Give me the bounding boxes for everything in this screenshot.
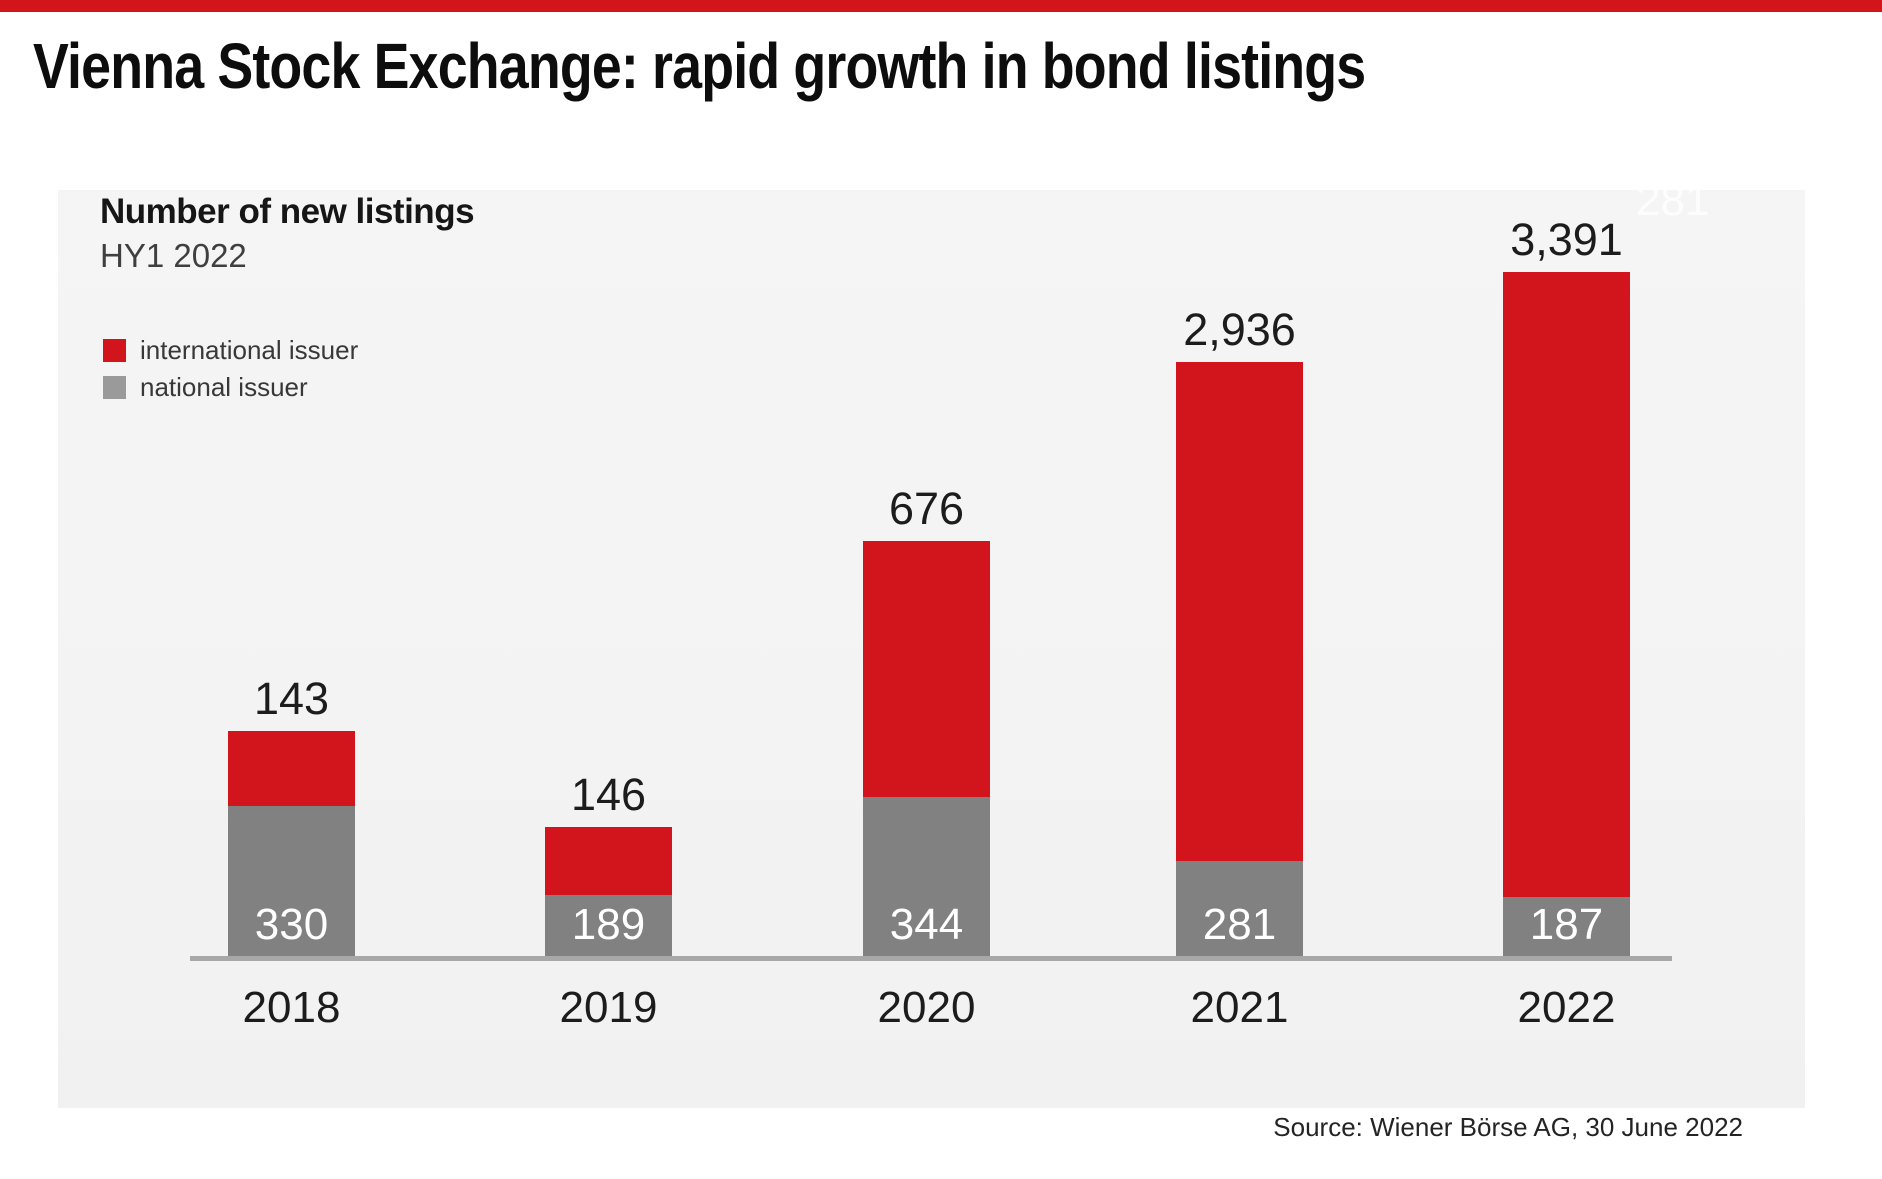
bar-segment-international: [1503, 272, 1630, 897]
bar-segment-national: [1176, 861, 1303, 956]
chart-subheading: HY1 2022: [100, 237, 247, 274]
legend-label: international issuer: [140, 335, 359, 365]
chart-legend: international issuer national issuer: [103, 332, 358, 406]
bar-segment-international: [1176, 362, 1303, 861]
bar-segment-international: [545, 827, 672, 895]
source-caption: Source: Wiener Börse AG, 30 June 2022: [1273, 1112, 1743, 1142]
chart-heading: Number of new listings: [100, 192, 475, 231]
bar-segment-international: [863, 541, 990, 797]
bar-value-label-national: 344: [889, 900, 964, 949]
brand-top-rule: [0, 0, 1882, 12]
bar-value-label-national: 187: [1529, 900, 1604, 949]
bar-value-label-international: 143: [253, 673, 330, 724]
bar-segment-national: [228, 806, 355, 956]
bar-segment-national: [863, 797, 990, 956]
x-axis-category-label: 2019: [559, 983, 658, 1032]
bar-value-label-international: 676: [888, 483, 965, 534]
legend-swatch-gray: [103, 376, 126, 399]
bar-value-label-international: 3,391: [1510, 214, 1623, 265]
bar-segment-national: [545, 895, 672, 956]
bar-value-label-national: 330: [254, 900, 329, 949]
x-axis-category-label: 2018: [242, 983, 341, 1032]
legend-swatch-red: [103, 339, 126, 362]
legend-item-international: international issuer: [103, 332, 358, 369]
bar-value-label-international: 2,936: [1183, 304, 1296, 355]
bar-value-label-national: 281: [1202, 900, 1277, 949]
bar-value-label-international: 146: [570, 769, 647, 820]
bar-value-label-national: 189: [571, 900, 646, 949]
page-title: Vienna Stock Exchange: rapid growth in b…: [33, 30, 1366, 102]
bar-segment-international: [228, 731, 355, 806]
legend-label: national issuer: [140, 372, 308, 402]
x-axis-category-label: 2020: [877, 983, 976, 1032]
ghost-artifact-text: 281: [1636, 190, 1710, 225]
x-axis-category-label: 2021: [1190, 983, 1289, 1032]
x-axis-line: [190, 956, 1672, 961]
chart-panel: Number of new listings HY1 2022 internat…: [58, 190, 1805, 1108]
x-axis-category-label: 2022: [1517, 983, 1616, 1032]
legend-item-national: national issuer: [103, 369, 358, 406]
bar-segment-national: [1503, 897, 1630, 956]
